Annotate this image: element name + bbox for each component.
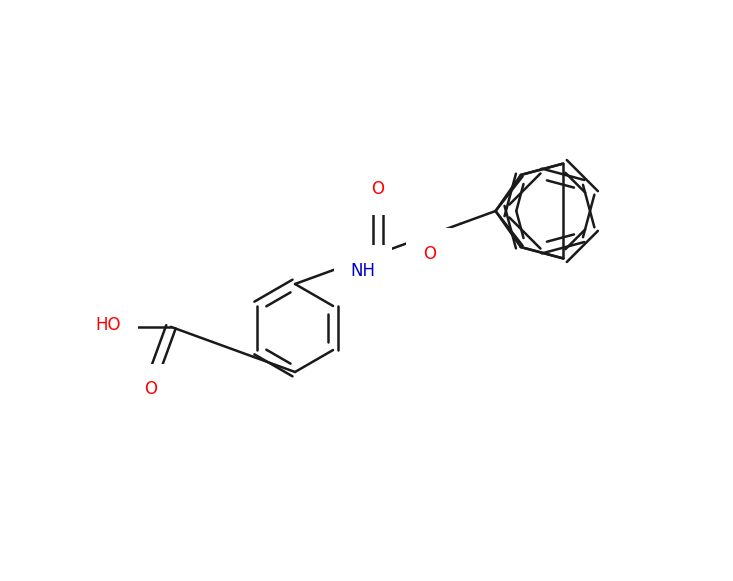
Text: O: O <box>423 245 436 263</box>
Text: NH: NH <box>350 262 375 280</box>
Text: O: O <box>371 180 384 198</box>
Text: HO: HO <box>95 316 121 334</box>
Text: O: O <box>144 380 158 398</box>
